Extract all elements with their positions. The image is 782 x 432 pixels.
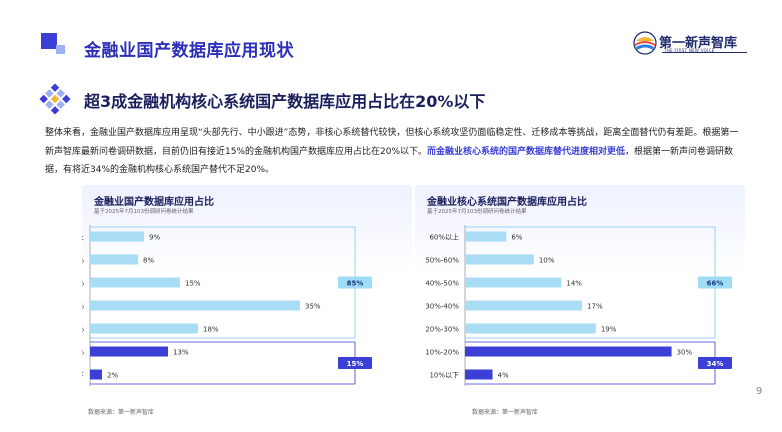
x-tick-label: 35% (698, 394, 714, 395)
x-tick-label: 0% (459, 394, 470, 395)
category-label: 10%-20% (425, 349, 459, 357)
diamond-grid-icon (39, 83, 71, 115)
group-percent-badge (338, 276, 372, 289)
category-label: 10%以下 (429, 372, 459, 380)
brand-subtitle: THE FIRST NEW VOICE (664, 48, 715, 53)
group-percent-label: 85% (347, 280, 364, 288)
category-label: 40%-50% (82, 280, 84, 288)
x-tick-label: 5% (114, 394, 125, 395)
category-label: 50%-60% (425, 257, 459, 265)
section-title: 超3成金融机构核心系统国产数据库应用占比在20%以下 (84, 92, 486, 111)
bar-value-label: 18% (203, 326, 219, 334)
group-percent-label: 66% (707, 280, 724, 288)
category-label: 40%-50% (425, 280, 459, 288)
title-accent-square-small (56, 45, 65, 54)
group-percent-badge (698, 276, 732, 289)
bar-value-label: 14% (566, 280, 582, 288)
x-tick-label: 20% (595, 394, 611, 395)
paragraph-text-2: ，根据第一新声问卷调研数据，有将近34%的金融机构核心系统国产替代不足20%。 (45, 146, 734, 176)
brand-name: 第一新声智库 (659, 36, 738, 51)
bar-value-label: 6% (511, 234, 522, 242)
bar (90, 323, 198, 334)
bar-value-label: 15% (185, 280, 201, 288)
bar (90, 231, 144, 242)
bar (465, 254, 534, 265)
chart-title: 金融业核心系统国产数据库应用占比 (427, 197, 587, 208)
bar (90, 277, 180, 288)
page-title: 金融业国产数据库应用现状 (84, 41, 294, 61)
bar-value-label: 13% (173, 349, 189, 357)
brand-logo (633, 31, 747, 55)
category-label: 10%以下 (82, 372, 84, 380)
x-tick-label: 20% (202, 394, 218, 395)
bar-value-label: 17% (587, 303, 603, 311)
bar-chart-core: 60%以上 6% 50%-60% 10% 40%-50% 14% 30%-40% 17% 20%… (425, 225, 732, 395)
x-tick-label: 30% (262, 394, 278, 395)
group-percent-badge (698, 357, 732, 369)
x-tick-label: 10% (526, 394, 542, 395)
bar (90, 369, 102, 380)
bar-value-label: 10% (539, 257, 555, 265)
bar (465, 231, 507, 242)
x-tick-label: 10% (142, 394, 158, 395)
bar (465, 346, 672, 357)
chart-card-background (415, 185, 745, 395)
category-label: 60%以上 (82, 233, 84, 242)
bar (90, 346, 168, 357)
bar-value-label: 4% (498, 372, 509, 380)
category-label: 20%-30% (82, 326, 84, 334)
x-tick-label: 35% (292, 394, 308, 395)
summary-paragraph: 整体来看，金融业国产数据库应用呈现“头部先行、中小跟进”态势，非核心系统替代较快… (45, 124, 745, 180)
bar (465, 277, 562, 288)
chart-card-overall: 金融业国产数据库应用占比 基于2025年7月103份调研问卷统计结果 60%以上… (82, 185, 412, 395)
category-label: 30%-40% (425, 303, 459, 311)
category-label: 60%以上 (429, 233, 459, 242)
bar (90, 254, 138, 265)
chart-subtitle: 基于2025年7月103份调研问卷统计结果 (427, 209, 527, 215)
bar (465, 369, 493, 380)
x-tick-label: 40% (322, 394, 338, 395)
x-tick-label: 15% (172, 394, 188, 395)
group-percent-badge (338, 357, 372, 369)
bar (465, 300, 583, 311)
chart-card-core: 金融业核心系统国产数据库应用占比 基于2025年7月103份调研问卷统计结果 6… (415, 185, 745, 395)
bar (90, 300, 300, 311)
x-tick-label: 0% (84, 394, 95, 395)
category-label: 50%-60% (82, 257, 84, 265)
bar-value-label: 9% (149, 234, 160, 242)
chart-source: 数据来源：第一新声智库 (88, 409, 155, 416)
category-label: 30%-40% (82, 303, 84, 311)
bar-chart-overall: 60%以上 9% 50%-60% 8% 40%-50% 15% 30%-40% 35% 20%-… (82, 225, 372, 395)
x-tick-label: 15% (561, 394, 577, 395)
bar-value-label: 30% (677, 349, 693, 357)
group-percent-label: 15% (347, 360, 364, 368)
x-tick-label: 25% (232, 394, 248, 395)
chart-title: 金融业国产数据库应用占比 (94, 197, 214, 208)
title-accent-square (41, 33, 57, 49)
x-tick-label: 25% (629, 394, 645, 395)
bar (465, 323, 596, 334)
x-tick-label: 30% (664, 394, 680, 395)
category-label: 20%-30% (425, 326, 459, 334)
bar-value-label: 8% (143, 257, 154, 265)
paragraph-text-1: 整体来看，金融业国产数据库应用呈现“头部先行、中小跟进”态势，非核心系统替代较快… (45, 128, 739, 157)
chart-source: 数据来源：第一新声智库 (472, 409, 539, 416)
bar-value-label: 35% (305, 303, 321, 311)
bar-value-label: 2% (107, 372, 118, 380)
category-label: 10%-20% (82, 349, 84, 357)
chart-subtitle: 基于2025年7月103份调研问卷统计结果 (94, 209, 194, 215)
page-number: 9 (756, 386, 763, 397)
x-tick-label: 5% (494, 394, 505, 395)
group-percent-label: 34% (707, 360, 724, 368)
paragraph-highlight: 而金融业核心系统的国产数据库替代进度相对更低 (427, 146, 626, 157)
bar-value-label: 19% (601, 326, 617, 334)
